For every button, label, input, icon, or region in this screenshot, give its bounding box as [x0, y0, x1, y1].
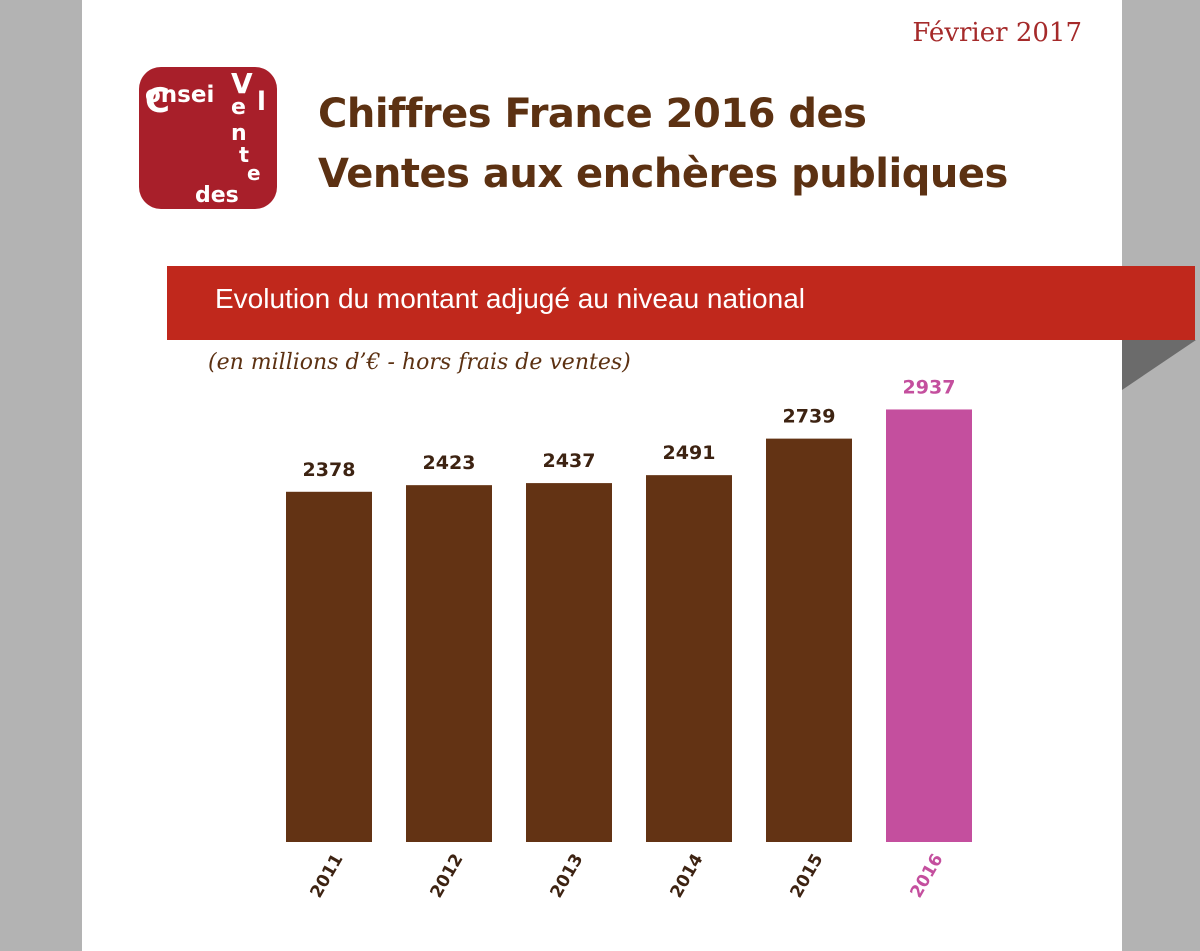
data-label-2011: 2378	[303, 459, 356, 481]
bar-2011	[286, 491, 372, 842]
section-banner: Evolution du montant adjugé au niveau na…	[167, 266, 1195, 340]
page-title-line-2: Ventes aux enchères publiques	[318, 151, 1008, 197]
x-tick-label-2012: 2012	[427, 851, 468, 902]
page-title: Chiffres France 2016 des Ventes aux ench…	[318, 84, 1008, 204]
bar-2013	[526, 483, 612, 842]
publication-date: Février 2017	[912, 18, 1082, 48]
data-label-2016: 2937	[903, 376, 956, 398]
section-banner-text: Evolution du montant adjugé au niveau na…	[215, 283, 805, 314]
page-title-line-1: Chiffres France 2016 des	[318, 91, 867, 137]
bar-2014	[646, 475, 732, 842]
x-tick-label-2013: 2013	[547, 851, 588, 902]
data-label-2013: 2437	[543, 450, 596, 472]
data-label-2014: 2491	[663, 442, 716, 464]
bar-2016	[886, 409, 972, 842]
bar-2015	[766, 438, 852, 842]
x-tick-label-2011: 2011	[307, 851, 348, 902]
banner-fold-shadow	[1122, 340, 1196, 390]
chart-unit-note: (en millions d’€ - hors frais de ventes)	[208, 350, 631, 375]
data-label-2012: 2423	[423, 452, 476, 474]
bar-2012	[406, 485, 492, 842]
x-tick-label-2014: 2014	[667, 850, 708, 901]
data-label-2015: 2739	[783, 406, 836, 428]
x-tick-label-2015: 2015	[787, 851, 828, 902]
x-tick-label-2016: 2016	[907, 851, 948, 902]
